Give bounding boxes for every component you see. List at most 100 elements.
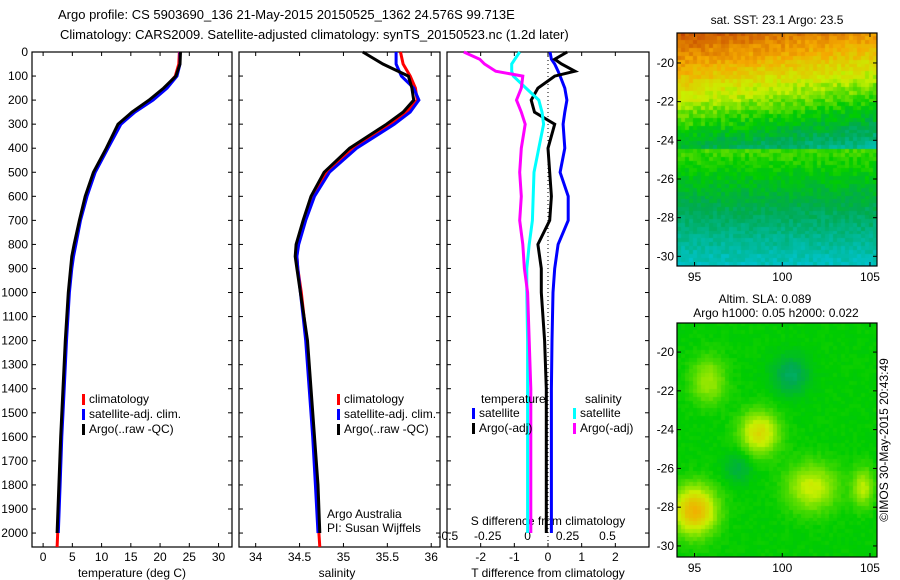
temperature-diff-legend-marker — [472, 408, 475, 419]
lat-tick-label: -24 — [657, 133, 675, 147]
lat-tick-label: -22 — [657, 95, 675, 109]
x-tick-label: -1 — [509, 550, 520, 564]
temperature-legend-marker — [82, 424, 85, 435]
lon-tick-label: 100 — [772, 561, 792, 575]
lon-tick-label: 105 — [860, 270, 880, 284]
temperature-diff-legend-label: Argo(-adj) — [479, 421, 532, 435]
figure-title-line1: Argo profile: CS 5903690_136 21-May-2015… — [58, 7, 515, 22]
s-diff-tick-label: -0.25 — [474, 529, 502, 543]
s-diff-tick-label: 0.5 — [599, 529, 616, 543]
temperature-legend-label: climatology — [89, 392, 149, 406]
lon-tick-label: 105 — [860, 561, 880, 575]
depth-tick-label: 900 — [8, 261, 28, 275]
salinity-diff-legend-label: satellite — [580, 406, 621, 420]
salinity-legend-label: Argo(..raw -QC) — [344, 422, 429, 436]
depth-tick-label: 600 — [8, 189, 28, 203]
depth-tick-label: 1400 — [1, 382, 28, 396]
series-line-temperature-argo-adj- — [529, 50, 580, 533]
depth-tick-label: 1200 — [1, 334, 28, 348]
x-tick-label: -2 — [475, 550, 486, 564]
lat-tick-label: -30 — [657, 249, 675, 263]
temperature-axis-label: temperature (deg C) — [78, 566, 186, 580]
s-diff-tick-label: 0 — [524, 529, 531, 543]
salinity-legend-marker — [337, 424, 340, 435]
depth-tick-label: 200 — [8, 93, 28, 107]
x-tick-label: 25 — [183, 550, 197, 564]
series-line-salinity-argo-adj- — [463, 50, 533, 533]
x-tick-label: 5 — [69, 550, 76, 564]
x-tick-label: 35.5 — [376, 550, 400, 564]
sst-map-title: sat. SST: 23.1 Argo: 23.5 — [711, 13, 844, 27]
sst-map-frame — [676, 32, 878, 267]
lat-tick-label: -20 — [657, 345, 675, 359]
t-diff-axis-label: T difference from climatology — [471, 566, 625, 580]
lon-tick-label: 95 — [688, 270, 702, 284]
temperature-panel-frame — [31, 51, 233, 548]
depth-tick-label: 700 — [8, 213, 28, 227]
s-diff-axis-label: S difference from climatology — [471, 514, 626, 528]
x-tick-label: 20 — [153, 550, 167, 564]
lat-tick-label: -24 — [657, 423, 675, 437]
lon-tick-label: 100 — [772, 270, 792, 284]
lat-tick-label: -26 — [657, 172, 675, 186]
temperature-legend-label: satellite-adj. clim. — [89, 407, 181, 421]
depth-tick-label: 1900 — [1, 502, 28, 516]
series-line-temperature-satellite — [548, 51, 570, 533]
lat-tick-label: -28 — [657, 500, 675, 514]
depth-tick-label: 300 — [8, 117, 28, 131]
float-info-line1: Argo Australia — [327, 507, 402, 521]
series-line-argo-raw-qc- — [55, 51, 182, 534]
temperature-diff-legend-label: satellite — [479, 406, 520, 420]
salinity-legend-label: satellite-adj. clim. — [344, 407, 436, 421]
depth-tick-label: 500 — [8, 165, 28, 179]
sla-map-image — [677, 323, 877, 557]
depth-tick-label: 800 — [8, 237, 28, 251]
credit-text: ©IMOS 30-May-2015 20:43:49 — [877, 358, 891, 522]
lat-tick-label: -30 — [657, 539, 675, 553]
x-tick-label: 34 — [249, 550, 263, 564]
depth-tick-label: 2000 — [1, 526, 28, 540]
temperature-legend-label: Argo(..raw -QC) — [89, 422, 174, 436]
s-diff-tick-label: -0.5 — [437, 529, 458, 543]
float-info-line2: PI: Susan Wijffels — [327, 521, 421, 535]
temperature-legend-title: temperature — [481, 392, 546, 406]
lat-tick-label: -20 — [657, 56, 675, 70]
salinity-legend-marker — [337, 409, 340, 420]
lat-tick-label: -26 — [657, 461, 675, 475]
depth-tick-label: 1600 — [1, 430, 28, 444]
x-tick-label: 0 — [545, 550, 552, 564]
x-tick-label: 36 — [425, 550, 439, 564]
sla-map-frame — [676, 322, 878, 558]
temperature-diff-legend-marker — [472, 423, 475, 434]
sla-map-title-line1: Altim. SLA: 0.089 — [719, 292, 812, 306]
x-tick-label: 15 — [124, 550, 138, 564]
salinity-panel-frame — [238, 51, 441, 548]
salinity-legend-title: salinity — [585, 392, 622, 406]
series-line-argo-raw-qc- — [293, 50, 416, 534]
salinity-legend-label: climatology — [344, 392, 404, 406]
x-tick-label: 1 — [578, 550, 585, 564]
x-tick-label: 10 — [95, 550, 109, 564]
figure-title-line2: Climatology: CARS2009. Satellite-adjuste… — [60, 27, 569, 42]
sla-map-title-line2: Argo h1000: 0.05 h2000: 0.022 — [693, 306, 859, 320]
depth-tick-label: 1800 — [1, 478, 28, 492]
salinity-diff-legend-marker — [573, 408, 576, 419]
x-tick-label: 30 — [212, 550, 226, 564]
salinity-axis-label: salinity — [319, 566, 356, 580]
lat-tick-label: -28 — [657, 211, 675, 225]
x-tick-label: 2 — [612, 550, 619, 564]
depth-tick-label: 1000 — [1, 286, 28, 300]
depth-tick-label: 100 — [8, 69, 28, 83]
depth-tick-label: 1700 — [1, 454, 28, 468]
series-line-satellite-adj-clim- — [295, 52, 421, 534]
depth-tick-label: 1500 — [1, 406, 28, 420]
lon-tick-label: 95 — [688, 561, 702, 575]
temperature-legend-marker — [82, 394, 85, 405]
x-tick-label: 34.5 — [288, 550, 312, 564]
depth-tick-label: 1100 — [2, 310, 28, 324]
s-diff-tick-label: 0.25 — [556, 529, 580, 543]
depth-tick-label: 400 — [8, 141, 28, 155]
lat-tick-label: -22 — [657, 384, 675, 398]
